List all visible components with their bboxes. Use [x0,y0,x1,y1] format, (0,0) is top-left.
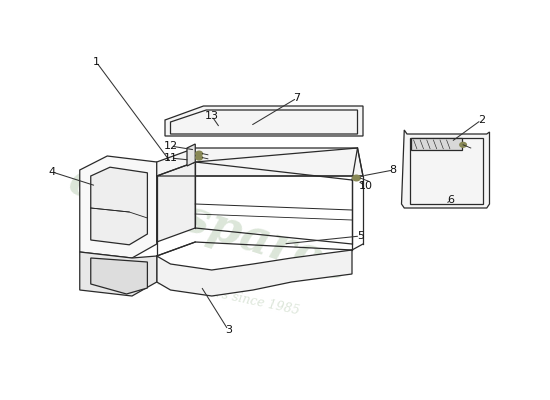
Text: a passion for cars since 1985: a passion for cars since 1985 [117,266,301,318]
Polygon shape [402,130,490,208]
Polygon shape [165,106,363,136]
Polygon shape [91,258,147,294]
Text: 2: 2 [478,115,485,125]
Polygon shape [80,252,157,296]
Text: 5: 5 [357,231,364,241]
Circle shape [196,155,202,160]
Polygon shape [157,250,352,296]
Polygon shape [157,162,195,242]
Text: 11: 11 [163,153,178,163]
Circle shape [460,142,466,147]
Polygon shape [187,144,195,166]
Text: 4: 4 [49,167,56,177]
Text: 1: 1 [93,57,100,67]
Text: 6: 6 [448,195,454,205]
Text: 13: 13 [205,111,219,121]
Polygon shape [91,167,147,245]
Text: 12: 12 [163,141,178,151]
Circle shape [196,151,202,156]
Text: 8: 8 [390,165,397,175]
Text: eurospares: eurospares [63,157,355,291]
Polygon shape [80,156,157,258]
Circle shape [353,175,360,181]
Text: 10: 10 [359,181,373,191]
Polygon shape [411,138,462,150]
Text: 7: 7 [294,93,300,103]
Polygon shape [157,148,363,176]
Text: 3: 3 [225,325,232,335]
